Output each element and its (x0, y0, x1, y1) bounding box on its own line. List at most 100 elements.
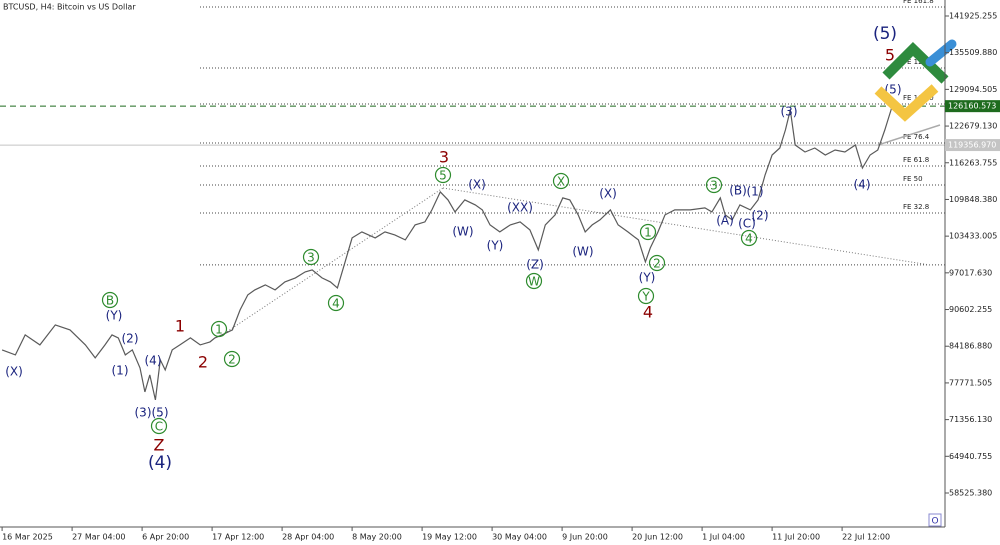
wave-label: (3) (781, 105, 798, 119)
y-tick-label: 90602.255 (949, 305, 992, 314)
wave-circle (552, 172, 570, 190)
wave-label: (5) (885, 83, 902, 97)
last-price-label: 119356.970 (948, 141, 996, 150)
wave-label: (2) (122, 332, 139, 346)
y-tick-label: 141925.255 (949, 11, 997, 20)
wave-label: (W) (452, 225, 473, 239)
wave-label: (5) (873, 24, 897, 44)
wave-label: 2 (228, 353, 236, 367)
wave-circle (327, 294, 345, 312)
wave-circle (637, 287, 655, 305)
wave-label: (5) (152, 406, 169, 420)
y-tick-label: 84186.880 (949, 342, 992, 351)
wave-circle (302, 248, 320, 266)
wave-label: (4) (148, 453, 172, 473)
wave-label: 4 (643, 303, 653, 322)
wave-label: (A) (716, 214, 734, 228)
x-tick-label: 19 May 12:00 (422, 533, 477, 542)
x-tick-label: 9 Jun 20:00 (562, 533, 608, 542)
price-line (1, 102, 894, 401)
wave-label: (W) (572, 245, 593, 259)
wave-label: (Z) (526, 258, 544, 272)
wave-label: W (528, 275, 540, 289)
x-tick-label: 6 Apr 20:00 (142, 533, 189, 542)
target-price-tag (945, 100, 1000, 113)
scale-button-icon: O (931, 517, 938, 527)
y-tick-label: 116263.755 (949, 158, 997, 167)
logo (874, 39, 957, 122)
wave-label: (3) (135, 406, 152, 420)
x-tick-label: 30 May 04:00 (492, 533, 547, 542)
y-tick-label: 129094.505 (949, 85, 997, 94)
logo-yellow (874, 84, 939, 122)
axes: 141925.255 135509.880 129094.505 122679.130… (1, 11, 1000, 542)
wave-circle (740, 229, 758, 247)
wave-label: Z (154, 436, 165, 455)
wave-label: 1 (215, 323, 223, 337)
y-tick-label: 122679.130 (949, 122, 997, 131)
chart-title: BTCUSD, H4: Bitcoin vs US Dollar (3, 3, 136, 12)
wave-label: (Y) (639, 271, 656, 285)
wave-label: (C) (738, 217, 756, 231)
x-tick-label: 27 Mar 04:00 (72, 533, 125, 542)
forecast-line (877, 124, 941, 146)
x-tick-label: 20 Jun 12:00 (632, 533, 683, 542)
wave-label: (4) (854, 178, 871, 192)
wave-label: C (155, 420, 163, 434)
wave-label: (XX) (507, 201, 533, 215)
wave-label: (X) (468, 178, 486, 192)
y-tick-label: 97017.630 (949, 268, 992, 277)
y-tick-label: 77771.505 (949, 378, 992, 387)
wave-circle (648, 254, 666, 272)
wave-label: (1) (112, 364, 129, 378)
level-label: FE 32.8 (903, 203, 929, 211)
x-tick-label: 22 Jul 12:00 (842, 533, 890, 542)
wave-label: Y (641, 290, 650, 304)
wave-label: (Y) (106, 309, 123, 323)
y-tick-label: 71356.130 (949, 415, 992, 424)
x-tick-label: 16 Mar 2025 (2, 533, 53, 542)
wave-label: 2 (198, 353, 208, 372)
scale-button[interactable] (928, 513, 942, 527)
wave-label: B (106, 294, 114, 308)
wave-label: (B) (729, 184, 747, 198)
wave-label: 1 (175, 317, 185, 336)
wave-label: 1 (644, 226, 652, 240)
wave-circle (210, 320, 228, 338)
wave-label: 4 (332, 297, 340, 311)
wave-label: 3 (307, 251, 315, 265)
wave-circle (705, 176, 723, 194)
wave-circle (101, 291, 119, 309)
level-label: FE 50 (903, 175, 923, 183)
x-tick-label: 8 May 20:00 (352, 533, 402, 542)
wave-label: 2 (653, 257, 661, 271)
y-tick-label: 64940.755 (949, 452, 992, 461)
wave-label: 3 (439, 148, 449, 167)
level-label: FE 61.8 (903, 156, 929, 164)
wave-circle (434, 166, 452, 184)
wave-label: (Y) (487, 239, 504, 253)
level-label: FE 76.4 (903, 133, 930, 141)
y-tick-label: 135509.880 (949, 48, 997, 57)
levels: FE 161.8FE 127.2FE 100.0FE 76.4FE 61.8FE… (0, 0, 945, 266)
target-price-label: 126160.573 (948, 102, 996, 111)
y-tick-label: 103433.005 (949, 232, 997, 241)
wave-label: 5 (885, 46, 895, 65)
level-label: FE 161.8 (903, 0, 934, 5)
wave-label: (4) (145, 354, 162, 368)
trend-line (221, 187, 444, 336)
y-tick-label: 109848.380 (949, 195, 997, 204)
logo-green (882, 41, 949, 84)
level-label: FE 127.2 (903, 58, 934, 66)
wave-circle (639, 223, 657, 241)
wave-label: 3 (710, 179, 718, 193)
wave-label: 5 (439, 169, 447, 183)
wave-circle (223, 350, 241, 368)
wave-label: 4 (745, 232, 753, 246)
wave-circle (150, 417, 168, 435)
wave-label: (1) (747, 185, 764, 199)
wave-label: (X) (5, 365, 23, 379)
